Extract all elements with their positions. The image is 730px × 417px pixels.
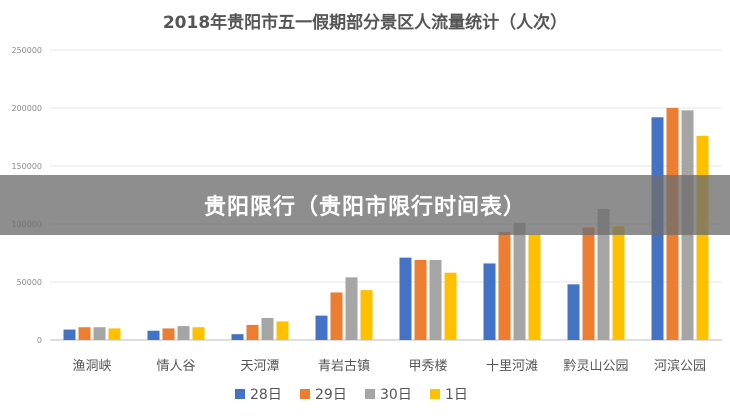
bar-29日-天河潭 — [246, 324, 259, 340]
bar-28日-情人谷 — [147, 330, 160, 340]
legend-swatch — [365, 389, 375, 399]
bar-30日-渔洞峡 — [93, 327, 106, 340]
bar-1日-甲秀楼 — [444, 272, 457, 340]
legend-swatch — [300, 389, 310, 399]
bar-1日-青岩古镇 — [360, 290, 373, 340]
x-tick-label: 天河潭 — [240, 359, 279, 374]
x-tick-label: 黔灵山公园 — [563, 359, 628, 374]
bars — [63, 108, 709, 340]
legend: 28日 29日 30日 1日 — [235, 387, 468, 403]
legend-label: 29日 — [315, 387, 347, 403]
y-tick-label: 200000 — [11, 104, 42, 113]
legend-label: 1日 — [445, 387, 468, 403]
bar-29日-黔灵山公园 — [582, 227, 595, 340]
x-tick-label: 十里河滩 — [486, 359, 538, 374]
bar-29日-渔洞峡 — [78, 327, 91, 340]
legend-swatch — [430, 389, 440, 399]
x-tick-label: 青岩古镇 — [318, 359, 370, 374]
x-tick-label: 渔洞峡 — [72, 359, 111, 374]
bar-30日-青岩古镇 — [345, 277, 358, 340]
bar-30日-甲秀楼 — [429, 259, 442, 340]
overlay-banner: 贵阳限行（贵阳市限行时间表） — [0, 175, 730, 235]
bar-30日-十里河滩 — [513, 222, 526, 340]
bar-28日-黔灵山公园 — [567, 284, 580, 340]
bar-1日-天河潭 — [276, 321, 289, 340]
bar-30日-情人谷 — [177, 326, 190, 340]
legend-swatch — [235, 389, 245, 399]
y-tick-label: 50000 — [17, 278, 42, 287]
bar-30日-天河潭 — [261, 317, 274, 340]
bar-28日-青岩古镇 — [315, 315, 328, 340]
y-tick-label: 150000 — [11, 162, 42, 171]
y-tick-label: 250000 — [11, 46, 42, 55]
bar-29日-十里河滩 — [498, 232, 511, 340]
bar-29日-甲秀楼 — [414, 259, 427, 340]
x-tick-label: 情人谷 — [156, 359, 195, 374]
bar-28日-甲秀楼 — [399, 257, 412, 340]
legend-label: 30日 — [380, 387, 412, 403]
bar-1日-十里河滩 — [528, 234, 541, 340]
bar-28日-渔洞峡 — [63, 329, 76, 340]
y-tick-label: 0 — [37, 336, 42, 345]
legend-label: 28日 — [250, 387, 282, 403]
chart-title: 2018年贵阳市五一假期部分景区人流量统计（人次） — [163, 12, 567, 33]
bar-30日-黔灵山公园 — [597, 208, 610, 340]
bar-29日-情人谷 — [162, 328, 175, 340]
x-tick-label: 甲秀楼 — [408, 359, 447, 374]
x-tick-labels: 渔洞峡 情人谷 天河潭 青岩古镇 甲秀楼 十里河滩 黔灵山公园 河滨公园 — [72, 358, 706, 374]
bar-1日-河滨公园 — [696, 135, 709, 340]
x-tick-label: 河滨公园 — [654, 358, 706, 374]
bar-1日-黔灵山公园 — [612, 226, 625, 340]
bar-1日-渔洞峡 — [108, 328, 121, 340]
bar-28日-天河潭 — [231, 334, 244, 340]
bar-28日-十里河滩 — [483, 263, 496, 340]
bar-29日-青岩古镇 — [330, 292, 343, 340]
bar-1日-情人谷 — [192, 327, 205, 340]
